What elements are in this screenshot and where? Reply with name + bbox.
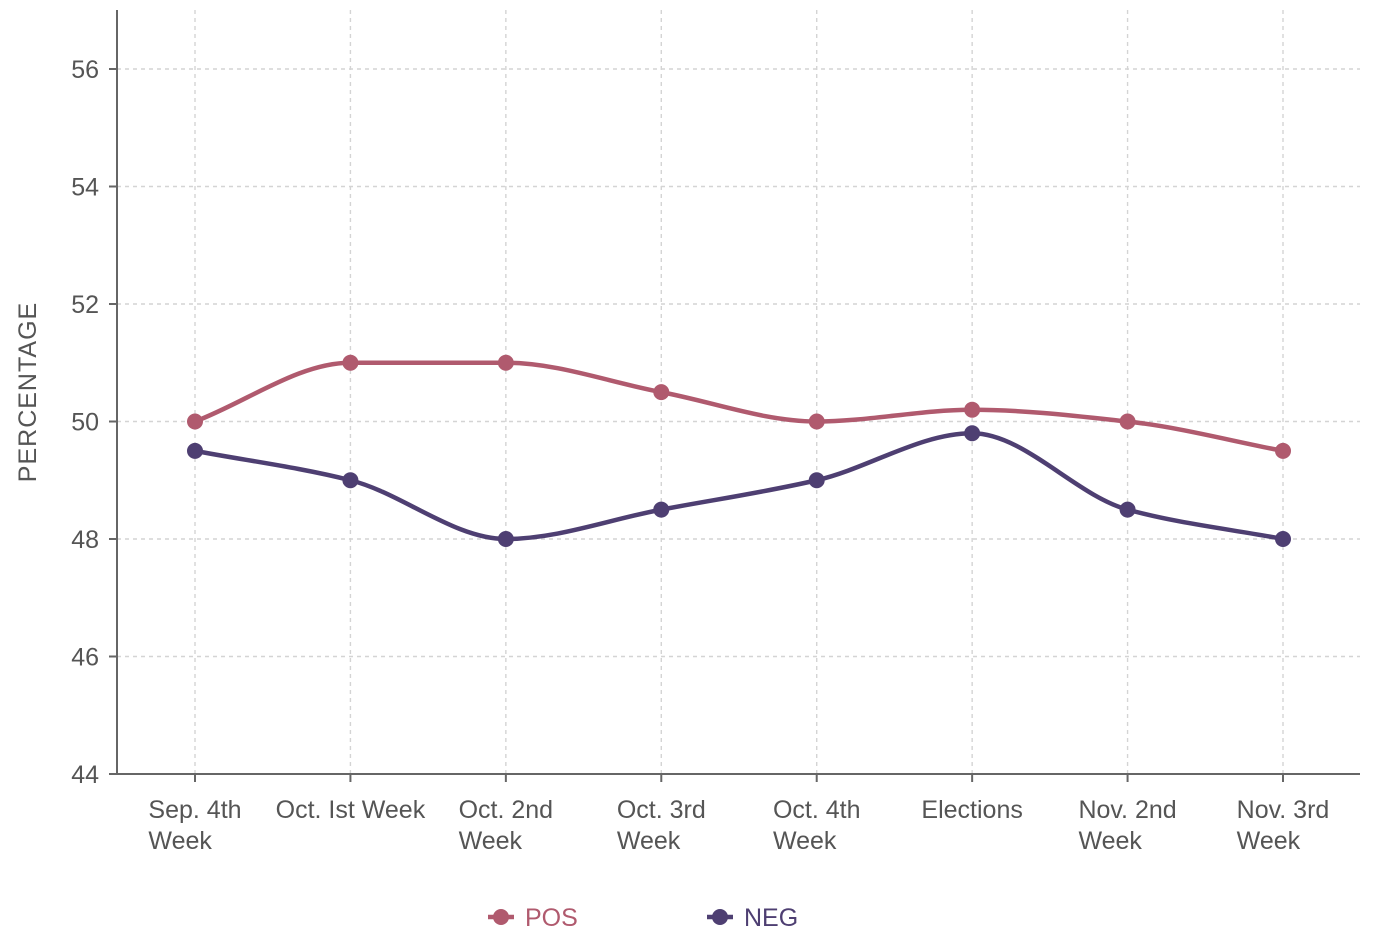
y-tick-label: 46 (71, 644, 99, 672)
x-tick-label-line: Elections (921, 796, 1022, 824)
series-line-pos (192, 360, 1286, 454)
data-point-pos[interactable] (808, 413, 825, 430)
legend-label: POS (525, 904, 578, 932)
y-axis-title: PERCENTAGE (14, 302, 42, 482)
data-point-neg[interactable] (653, 501, 670, 518)
x-tick-label-line: Sep. 4th (148, 796, 241, 824)
y-tick-label: 48 (71, 526, 99, 554)
data-point-neg[interactable] (1275, 531, 1291, 547)
y-tick-label: 50 (71, 409, 99, 437)
axis-layer (109, 10, 1360, 782)
data-point-pos[interactable] (342, 354, 359, 371)
x-tick-label: Nov. 3rd Week (1237, 796, 1330, 855)
y-tick-label: 44 (71, 761, 99, 789)
legend-item-pos[interactable]: POS (488, 904, 578, 932)
y-tick-label: 54 (71, 174, 99, 202)
data-point-pos[interactable] (653, 384, 670, 401)
data-point-neg[interactable] (187, 442, 203, 459)
legend-item-neg[interactable]: NEG (707, 904, 798, 932)
x-tick-label: Sep. 4th Week (148, 796, 241, 855)
series-neg (187, 425, 1291, 547)
data-point-neg[interactable] (964, 425, 981, 442)
x-tick-label-line: Oct. 2nd (459, 796, 554, 824)
x-tick-label-line: Oct. 3rd (617, 796, 706, 824)
x-tick-label-line: Week (1078, 827, 1142, 855)
data-point-neg[interactable] (808, 472, 825, 489)
x-tick-label-line: Nov. 2nd (1078, 796, 1176, 824)
series-layer (187, 354, 1291, 547)
x-tick-label: Oct. 4th Week (773, 796, 861, 855)
y-tick-label: 52 (71, 291, 99, 319)
y-tick-labels: 44 46 48 50 52 54 56 (71, 56, 99, 789)
legend-swatch-marker (493, 909, 509, 925)
x-tick-label: Oct. 3rd Week (617, 796, 706, 855)
legend-swatch-marker (712, 909, 728, 925)
series-line-neg (192, 430, 1286, 542)
x-tick-label-line: Week (148, 827, 212, 855)
data-point-neg[interactable] (497, 531, 514, 547)
x-tick-label-line: Week (1237, 827, 1301, 855)
x-tick-label: Oct. Ist Week (276, 796, 426, 824)
grid-layer (117, 10, 1360, 774)
data-point-neg[interactable] (342, 472, 359, 489)
data-point-neg[interactable] (1119, 501, 1136, 518)
x-tick-label-line: Oct. Ist Week (276, 796, 426, 824)
x-tick-label: Oct. 2nd Week (459, 796, 554, 855)
x-tick-label-line: Oct. 4th (773, 796, 861, 824)
series-pos (187, 354, 1291, 459)
y-tick-label: 56 (71, 56, 99, 84)
data-point-pos[interactable] (187, 413, 203, 430)
x-tick-label-line: Week (459, 827, 523, 855)
data-point-pos[interactable] (1119, 413, 1136, 430)
legend-label: NEG (744, 904, 798, 932)
x-tick-label-line: Nov. 3rd (1237, 796, 1330, 824)
x-tick-label: Nov. 2nd Week (1078, 796, 1176, 855)
data-point-pos[interactable] (1275, 442, 1291, 459)
x-tick-label: Elections (921, 796, 1022, 824)
data-point-pos[interactable] (497, 354, 514, 371)
x-tick-label-line: Week (773, 827, 837, 855)
x-tick-label-line: Week (617, 827, 681, 855)
legend: POS NEG (488, 904, 798, 932)
data-point-pos[interactable] (964, 401, 981, 418)
